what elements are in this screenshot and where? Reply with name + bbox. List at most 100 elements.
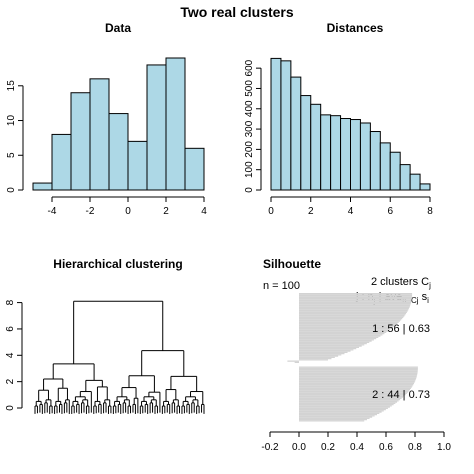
silhouette-bar [299,301,412,303]
silhouette-bar [299,341,370,343]
panel-distances: Distances 0 2 4 6 8 0 100 200 300 400 500 600 [244,21,433,217]
silhouette-bar [299,412,380,414]
data-hist-y-tick-label: 15 [6,80,17,92]
hclust-y-tick-label: 4 [5,352,16,358]
distances-hist-bar [310,103,322,191]
silhouette-bar [299,325,395,327]
silhouette-bar [299,318,403,320]
silhouette-bar [299,386,412,388]
distances-hist-bar [330,115,342,191]
silhouette-bar [299,394,406,396]
silhouette-panel-title: Silhouette [263,257,321,271]
silhouette-bar [299,400,399,402]
silhouette-bar [299,345,362,347]
silhouette-bar [299,359,328,361]
hclust-y-tick-label: 6 [5,326,16,332]
distances-hist-bar [379,142,391,191]
silhouette-bar [299,340,372,342]
silhouette-bar [299,309,409,311]
silhouette-bar [299,366,418,368]
panel-silhouette: Silhouette n = 100 2 clusters Cj j : nj … [261,257,451,453]
silhouette-bar [299,295,413,297]
distances-hist-bar [350,119,361,191]
silhouette-bar [299,351,348,353]
distances-hist-bar [320,114,332,191]
data-hist-x-tick-label: 0 [125,206,131,217]
silhouette-bar [299,344,365,346]
silhouette-bar [299,377,417,379]
silhouette-bar [299,379,416,381]
silhouette-bar [299,353,345,355]
data-hist-y-tick-label: 5 [6,152,17,158]
distances-hist-bar [389,151,401,191]
silhouette-bar [299,419,367,421]
silhouette-bar [299,320,400,322]
data-panel-title: Data [105,21,131,35]
silhouette-bar [299,323,398,325]
silhouette-bar [299,411,382,413]
distances-hist-bar [419,183,431,191]
distances-panel-title: Distances [327,21,384,35]
silhouette-bar [299,314,406,316]
silhouette-bar [299,338,377,340]
data-hist-bar [108,113,129,191]
silhouette-bar [299,324,396,326]
silhouette-bar [299,372,418,374]
silhouette-bar [299,392,407,394]
distances-hist-bar [290,76,302,191]
silhouette-bar [299,334,383,336]
silhouette-bar [299,348,357,350]
distances-hist-bar [359,122,371,191]
silhouette-bar [299,300,412,302]
silhouette-bar [299,319,402,321]
silhouette-bar [299,404,394,406]
silhouette-bar [299,407,388,409]
silhouette-bar [299,336,379,338]
silhouette-x-tick-label: 0.4 [350,442,364,453]
silhouette-bar [299,420,365,422]
silhouette-bar [299,316,404,318]
silhouette-bar [299,349,354,351]
silhouette-bar [299,402,396,404]
distances-hist-bar [340,118,351,191]
silhouette-bar [299,330,389,332]
silhouette-bar [299,385,413,387]
distances-hist-x-tick-label: 4 [348,206,354,217]
silhouette-bar [299,391,408,393]
hclust-y-tick-label: 2 [5,378,16,384]
silhouette-x-tick-label: 0.8 [408,442,422,453]
silhouette-bar [299,293,413,295]
distances-hist-bar [409,173,421,191]
distances-hist-x-tick-label: 0 [268,206,274,217]
hclust-y-tick-label: 8 [5,299,16,305]
silhouette-bar [299,308,409,310]
panel-data: Data -4 -2 0 2 4 0 5 10 15 [6,21,207,217]
silhouette-bar [299,389,411,391]
silhouette-bar [299,310,408,312]
silhouette-bar [299,333,385,335]
silhouette-bar [299,384,414,386]
distances-hist-y-tick-label: 300 [244,120,255,137]
silhouette-bar [299,410,384,412]
hclust-panel-title: Hierarchical clustering [53,257,182,271]
silhouette-bar [299,375,417,377]
silhouette-bar [299,358,332,360]
silhouette-bar [299,298,412,300]
panel-hierarchical-clustering: Hierarchical clustering 0 2 4 6 8 [5,257,205,414]
silhouette-bar [299,331,387,333]
data-hist-x-tick-label: -2 [86,206,95,217]
silhouette-bar [299,399,401,401]
silhouette-bar [299,326,394,328]
data-hist-bar [184,147,205,191]
data-hist-bar [32,182,53,191]
silhouette-bar [299,321,399,323]
silhouette-bar [299,396,404,398]
silhouette-bar [299,369,418,371]
distances-hist-y-tick-label: 0 [244,187,255,193]
silhouette-bar [299,356,335,358]
silhouette-header-line1: 2 clusters Cj [371,276,431,290]
data-hist-bar [51,133,72,191]
silhouette-bar [299,405,392,407]
silhouette-bar [299,382,415,384]
silhouette-bar [299,406,390,408]
